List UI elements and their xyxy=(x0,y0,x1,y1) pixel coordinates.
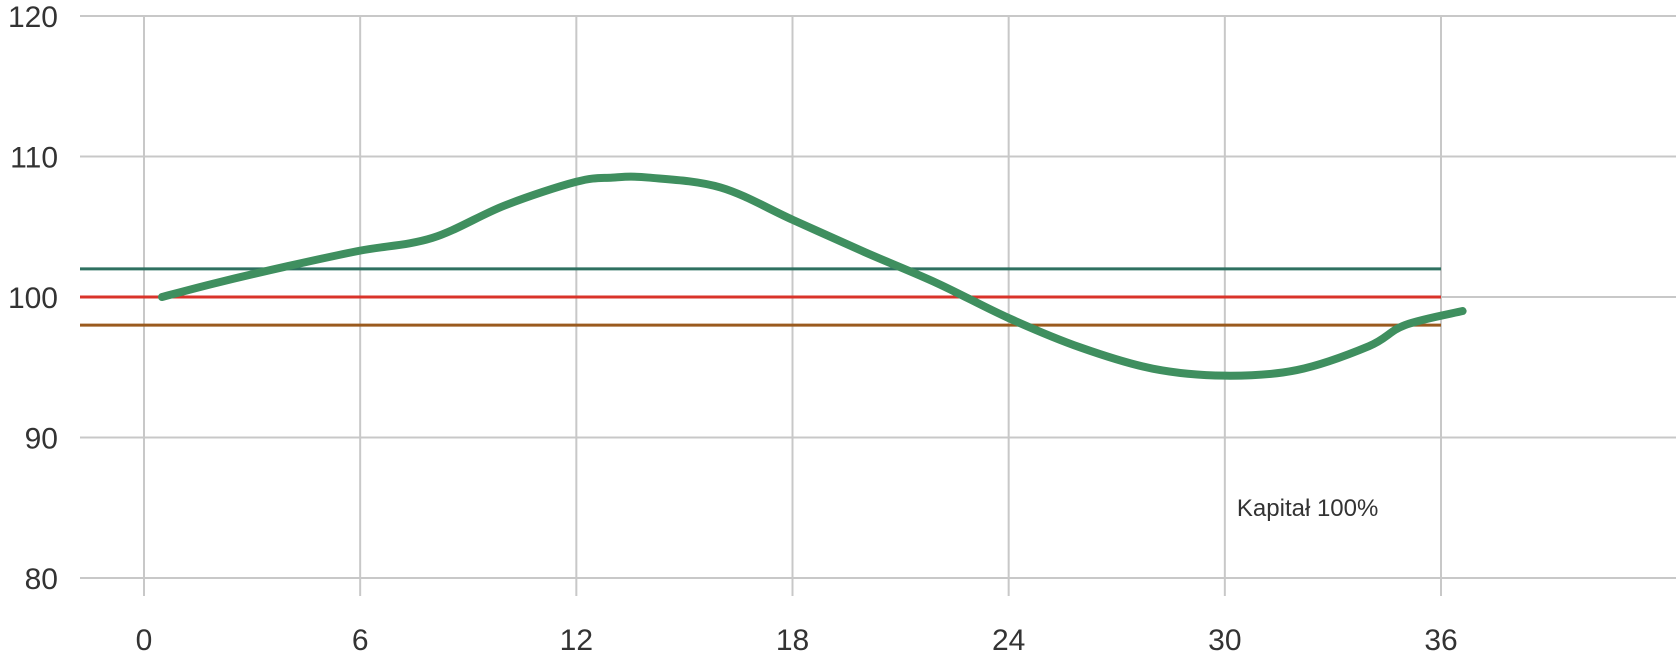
x-tick-label: 36 xyxy=(1424,624,1457,657)
grid xyxy=(80,15,1676,596)
series-line xyxy=(158,172,1467,380)
y-tick-label: 80 xyxy=(25,563,58,596)
y-tick-label: 120 xyxy=(8,1,58,34)
x-tick-label: 0 xyxy=(136,624,153,657)
series xyxy=(158,172,1467,380)
annotations: Kapitał 100% xyxy=(1237,495,1378,522)
x-tick-label: 30 xyxy=(1208,624,1241,657)
x-tick-label: 12 xyxy=(560,624,593,657)
tick-labels: 80 90 100 110 120 0 6 12 18 24 30 36 xyxy=(8,1,1458,657)
reference-lines xyxy=(80,267,1441,327)
annotation-label: Kapitał 100% xyxy=(1237,495,1378,522)
y-tick-label: 100 xyxy=(8,282,58,315)
y-tick-label: 90 xyxy=(25,423,58,456)
x-tick-label: 6 xyxy=(352,624,369,657)
x-tick-label: 24 xyxy=(992,624,1025,657)
x-tick-label: 18 xyxy=(776,624,809,657)
y-tick-label: 110 xyxy=(10,142,58,175)
